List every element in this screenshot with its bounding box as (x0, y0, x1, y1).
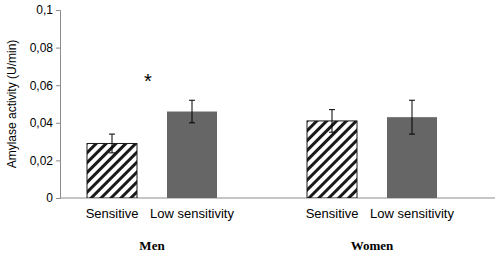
y-tick-label: 0,1 (36, 3, 53, 17)
y-tick: 0,02 (30, 154, 60, 168)
y-tick-mark (56, 85, 60, 86)
y-tick-mark (56, 48, 60, 49)
y-tick: 0,06 (30, 79, 60, 93)
annotation: * (144, 70, 152, 92)
bars (87, 100, 437, 198)
group-label: Men (139, 238, 165, 253)
error-bar-stem (192, 100, 193, 123)
y-axis-title: Amylase activity (U/min) (5, 40, 19, 169)
error-bar (409, 100, 415, 134)
bar (167, 112, 217, 198)
error-bar-stem (412, 100, 413, 134)
error-bar (189, 100, 195, 123)
x-tick-label: Low sensitivity (370, 206, 454, 221)
error-bar-cap (189, 100, 195, 101)
error-bar-cap (189, 122, 195, 123)
error-bar-cap (109, 152, 115, 153)
x-tick-label: Sensitive (86, 206, 139, 221)
y-tick-mark (56, 198, 60, 199)
y-tick-label: 0,02 (30, 154, 54, 168)
error-bar (329, 110, 335, 133)
error-bar-cap (329, 132, 335, 133)
error-bar-stem (332, 110, 333, 133)
y-tick-mark (56, 160, 60, 161)
y-tick: 0 (46, 191, 60, 205)
group-label: Women (351, 238, 394, 253)
y-tick-label: 0,08 (30, 41, 54, 55)
y-axis: 0 0,02 0,04 0,06 0,08 0,1 (30, 3, 61, 205)
y-tick-mark (56, 123, 60, 124)
bar (307, 121, 357, 198)
y-tick-mark (56, 10, 60, 11)
error-bar-cap (109, 134, 115, 135)
y-tick: 0,04 (30, 116, 60, 130)
error-bar-cap (329, 109, 335, 110)
error-bar-cap (409, 100, 415, 101)
y-tick-label: 0,06 (30, 79, 54, 93)
y-tick: 0,08 (30, 41, 60, 55)
error-bar-stem (112, 134, 113, 153)
error-bar-cap (409, 134, 415, 135)
y-axis-line (56, 11, 61, 199)
chart: 0 0,02 0,04 0,06 0,08 0,1 Amylase activity (U/… (0, 0, 500, 262)
y-tick-label: 0 (46, 191, 53, 205)
x-tick-label: Sensitive (306, 206, 359, 221)
y-tick: 0,1 (36, 3, 60, 17)
x-tick-label: Low sensitivity (150, 206, 234, 221)
y-tick-label: 0,04 (30, 116, 54, 130)
error-bar (109, 134, 115, 153)
